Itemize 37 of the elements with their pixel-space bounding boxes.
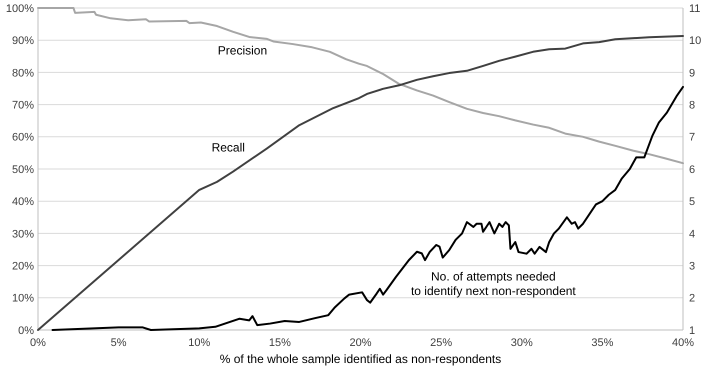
x-axis-title: % of the whole sample identified as non-respondents [220, 352, 502, 366]
y2-tick-label: 11 [689, 2, 700, 15]
x-tick-label: 5% [110, 337, 127, 349]
y-tick-label: 30% [12, 228, 34, 240]
y-tick-label: 20% [12, 260, 34, 272]
line-series [52, 86, 684, 331]
y-tick-label: 0% [18, 324, 34, 337]
series-label: No. of attempts needed to identify next non-respondent [410, 269, 576, 298]
y2-tick-label: 7 [689, 132, 696, 144]
y-tick-label: 60% [12, 132, 34, 144]
y2-tick-label: 5 [689, 196, 696, 208]
y2-tick-label: 8 [689, 99, 696, 112]
y-tick-label: 80% [12, 67, 34, 80]
y2-tick-label: 4 [689, 228, 696, 240]
x-tick-label: 0% [30, 337, 46, 349]
x-tick-label: 20% [349, 337, 372, 349]
y-tick-label: 50% [12, 164, 34, 176]
y-tick-label: 10% [12, 292, 34, 305]
x-tick-label: 25% [430, 337, 452, 349]
x-tick-label: 40% [672, 337, 694, 349]
y2-tick-label: 9 [689, 67, 696, 80]
y2-tick-label: 2 [689, 292, 696, 305]
series-label: Precision [218, 44, 268, 58]
x-tick-label: 15% [268, 337, 292, 349]
y-tick-label: 100% [6, 2, 34, 15]
y-tick-label: 90% [12, 35, 34, 48]
series-label: Recall [212, 140, 245, 155]
y-tick-label: 70% [12, 99, 34, 112]
x-tick-label: 30% [510, 337, 533, 349]
x-tick-label: 10% [188, 337, 210, 349]
y2-tick-label: 1 [689, 324, 696, 337]
y2-tick-label: 3 [689, 260, 696, 272]
y-tick-label: 40% [12, 196, 34, 208]
y2-tick-label: 10 [689, 35, 702, 48]
y2-tick-label: 6 [689, 164, 696, 176]
line-series [37, 7, 684, 164]
x-tick-label: 35% [591, 337, 614, 349]
